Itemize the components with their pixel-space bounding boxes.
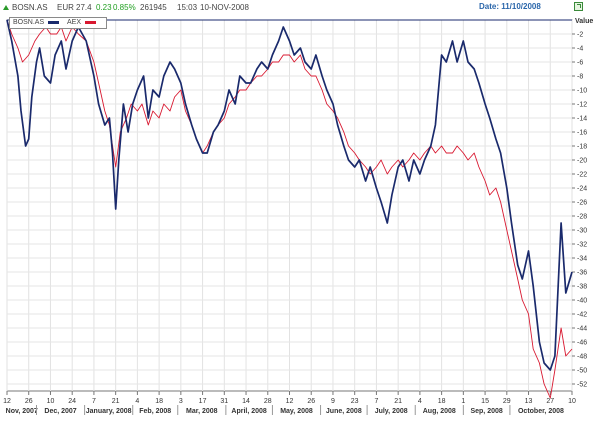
y-axis-label: Value: [575, 18, 594, 25]
y-tick-label: -10: [577, 88, 587, 95]
y-tick-label: -32: [577, 242, 587, 249]
legend-item-aex[interactable]: AEX: [67, 19, 96, 26]
x-tick-label: 28: [264, 398, 272, 405]
x-tick-label: 4: [418, 398, 422, 405]
y-tick-label: -36: [577, 270, 587, 277]
x-tick-label: 17: [199, 398, 207, 405]
y-tick-label: -38: [577, 284, 587, 291]
month-label: January, 2008: [86, 408, 132, 415]
month-label: July, 2008: [375, 408, 408, 415]
y-tick-label: -24: [577, 186, 587, 193]
y-tick-label: -42: [577, 312, 587, 319]
x-tick-label: 29: [503, 398, 511, 405]
y-tick-label: -28: [577, 214, 587, 221]
volume-value: 261945: [140, 3, 167, 12]
x-tick-label: 26: [25, 398, 33, 405]
x-tick-label: 12: [286, 398, 294, 405]
y-tick-label: -18: [577, 144, 587, 151]
x-tick-label: 7: [92, 398, 96, 405]
currency-label: EUR: [57, 3, 74, 12]
month-label: Feb, 2008: [139, 408, 171, 415]
quote-header: BOSN.AS EUR 27.4 0.23 0.85% 261945 15:03…: [0, 0, 600, 16]
y-tick-label: -16: [577, 130, 587, 137]
time-value: 15:03: [177, 3, 198, 12]
y-tick-label: -34: [577, 256, 587, 263]
y-tick-label: -44: [577, 326, 587, 333]
y-tick-label: -6: [577, 60, 583, 67]
y-tick-label: -22: [577, 172, 587, 179]
month-label: June, 2008: [326, 408, 362, 415]
y-tick-label: -4: [577, 46, 583, 53]
chart-legend: BOSN.AS AEX: [9, 17, 107, 29]
x-tick-label: 10: [47, 398, 55, 405]
y-tick-label: -30: [577, 228, 587, 235]
legend-label-bosn: BOSN.AS: [13, 19, 45, 26]
month-label: May, 2008: [280, 408, 313, 415]
y-tick-label: -50: [577, 368, 587, 375]
y-tick-label: -40: [577, 298, 587, 305]
x-tick-label: 24: [68, 398, 76, 405]
y-tick-label: -20: [577, 158, 587, 165]
month-label: October, 2008: [518, 408, 564, 415]
x-tick-label: 27: [546, 398, 554, 405]
change-value: 0.23: [96, 3, 112, 12]
x-tick-label: 14: [242, 398, 250, 405]
y-tick-label: -46: [577, 340, 587, 347]
y-tick-label: -2: [577, 32, 583, 39]
y-tick-label: -26: [577, 200, 587, 207]
x-tick-label: 23: [351, 398, 359, 405]
legend-swatch-bosn: [48, 20, 60, 24]
y-tick-label: -8: [577, 74, 583, 81]
date-label: Date: 11/10/2008: [479, 2, 541, 11]
month-label: Sep, 2008: [470, 408, 502, 415]
x-tick-label: 3: [179, 398, 183, 405]
month-label: Dec, 2007: [44, 408, 76, 415]
legend-item-bosn[interactable]: BOSN.AS: [13, 19, 60, 26]
x-tick-label: 31: [220, 398, 228, 405]
x-tick-label: 7: [374, 398, 378, 405]
x-tick-label: 21: [394, 398, 402, 405]
legend-label-aex: AEX: [67, 19, 82, 26]
month-label: Mar, 2008: [186, 408, 218, 415]
series-bosn-line: [6, 19, 573, 371]
y-tick-label: -52: [577, 382, 587, 389]
x-tick-label: 9: [331, 398, 335, 405]
up-arrow-icon: [3, 5, 9, 10]
y-tick-label: -12: [577, 102, 587, 109]
x-tick-label: 10: [568, 398, 576, 405]
export-icon[interactable]: [574, 2, 583, 11]
series-aex-line: [6, 19, 573, 399]
price-value: 27.4: [76, 3, 92, 12]
x-tick-label: 21: [112, 398, 120, 405]
x-tick-label: 1: [461, 398, 465, 405]
x-tick-label: 12: [3, 398, 11, 405]
x-tick-label: 13: [525, 398, 533, 405]
legend-swatch-aex: [84, 20, 96, 24]
x-tick-label: 26: [307, 398, 315, 405]
symbol-label: BOSN.AS: [12, 3, 48, 12]
month-label: April, 2008: [231, 408, 267, 415]
change-percent: 0.85%: [113, 3, 136, 12]
y-tick-label: -48: [577, 354, 587, 361]
y-tick-label: -14: [577, 116, 587, 123]
x-tick-label: 15: [481, 398, 489, 405]
date-value: 10-NOV-2008: [200, 3, 249, 12]
x-tick-label: 18: [155, 398, 163, 405]
month-label: Aug, 2008: [423, 408, 456, 415]
x-tick-label: 18: [438, 398, 446, 405]
x-tick-label: 4: [135, 398, 139, 405]
month-label: Nov, 2007: [6, 408, 38, 415]
